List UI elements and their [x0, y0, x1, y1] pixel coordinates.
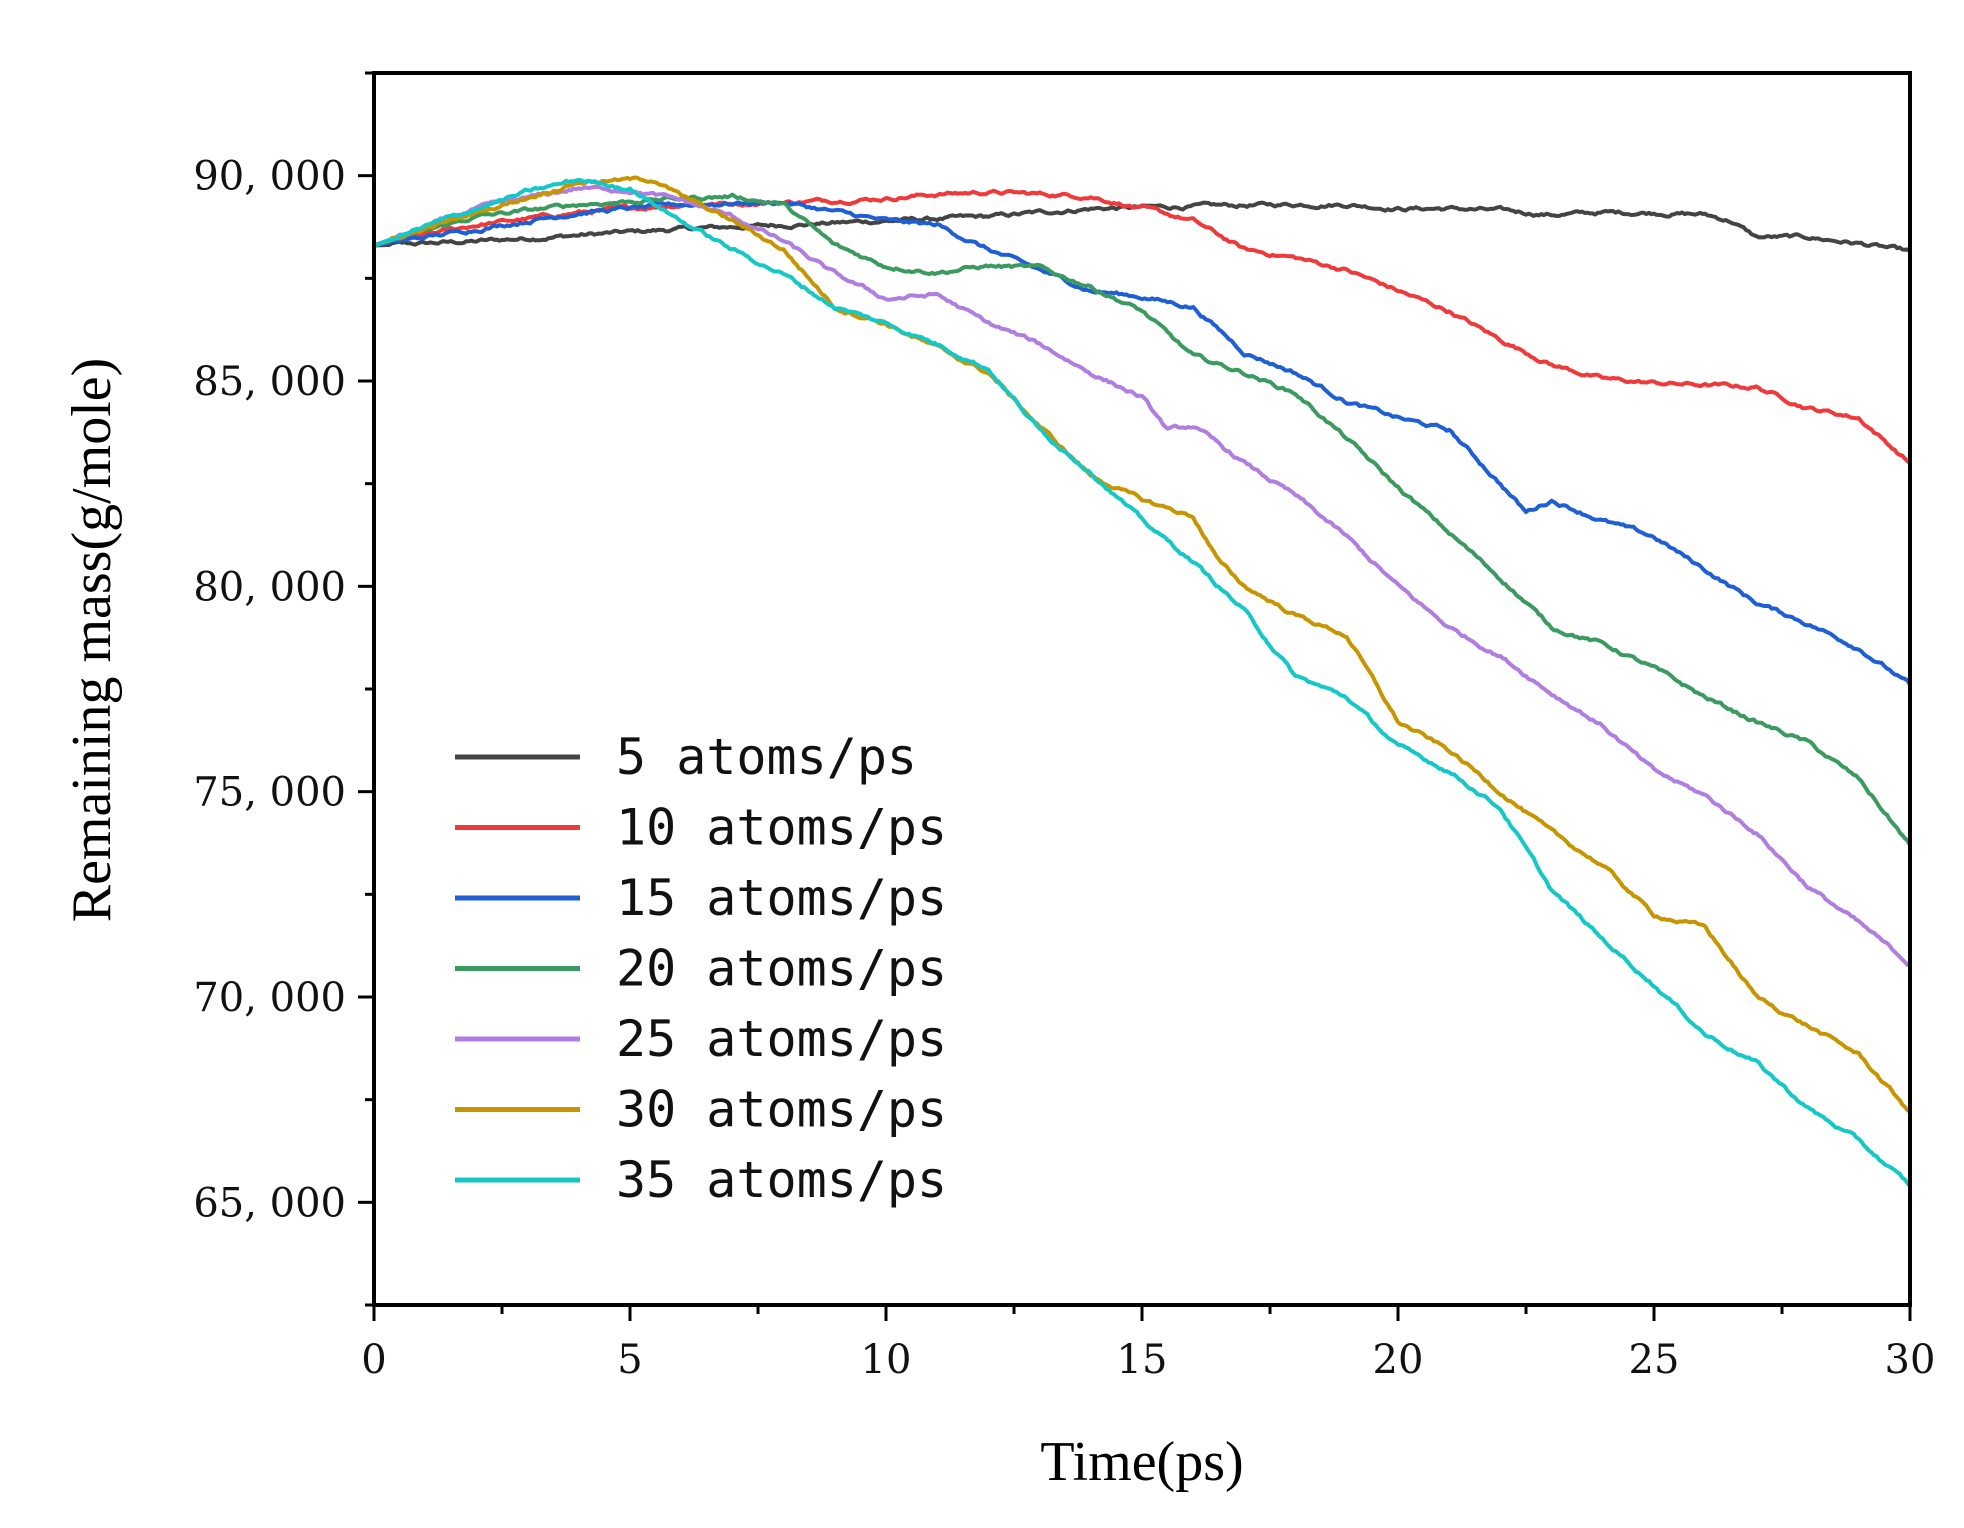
legend-label: 35 atoms/ps [616, 1151, 947, 1209]
series-line-25-atoms-ps [373, 184, 1911, 967]
y-tick-label: 75, 000 [193, 770, 346, 816]
x-axis-title: Time(ps) [1040, 1431, 1243, 1493]
legend-label: 25 atoms/ps [616, 1010, 947, 1068]
x-tick-label: 20 [1373, 1337, 1424, 1383]
x-axis-ticks: 0 5 10 15 20 25 30 [361, 1305, 1935, 1383]
series-line-30-atoms-ps [373, 175, 1912, 1114]
x-tick-label: 10 [861, 1337, 912, 1383]
x-tick-label: 5 [617, 1337, 642, 1383]
y-tick-label: 65, 000 [193, 1180, 346, 1226]
y-tick-label: 80, 000 [193, 564, 346, 610]
legend-entry: 30 atoms/ps [455, 1081, 947, 1139]
x-tick-label: 0 [361, 1337, 386, 1383]
y-tick-label: 90, 000 [193, 154, 346, 200]
legend-entry: 5 atoms/ps [455, 728, 917, 786]
legend-entry: 20 atoms/ps [455, 940, 947, 998]
series-line-15-atoms-ps [373, 199, 1912, 686]
legend-label: 5 atoms/ps [616, 728, 917, 786]
legend-entry: 15 atoms/ps [455, 869, 947, 927]
series-layer [373, 175, 1912, 1188]
x-tick-label: 30 [1885, 1337, 1936, 1383]
legend-label: 10 atoms/ps [616, 799, 947, 857]
y-axis-title: Remaining mass(g/mole) [61, 358, 123, 923]
legend-label: 20 atoms/ps [616, 940, 947, 998]
series-line-20-atoms-ps [373, 192, 1912, 847]
series-line-35-atoms-ps [373, 178, 1912, 1188]
y-axis-ticks: 65, 000 70, 000 75, 000 80, 000 85, 000 90, 0… [193, 71, 374, 1307]
y-tick-label: 85, 000 [193, 359, 346, 405]
legend-entry: 10 atoms/ps [455, 799, 947, 857]
legend-label: 30 atoms/ps [616, 1081, 947, 1139]
x-tick-label: 15 [1117, 1337, 1168, 1383]
legend-entry: 35 atoms/ps [455, 1151, 947, 1209]
legend-entry: 25 atoms/ps [455, 1010, 947, 1068]
x-tick-label: 25 [1629, 1337, 1680, 1383]
legend-label: 15 atoms/ps [616, 869, 947, 927]
legend: 5 atoms/ps 10 atoms/ps 15 atoms/ps 20 atoms… [455, 728, 947, 1209]
y-tick-label: 70, 000 [193, 975, 346, 1021]
